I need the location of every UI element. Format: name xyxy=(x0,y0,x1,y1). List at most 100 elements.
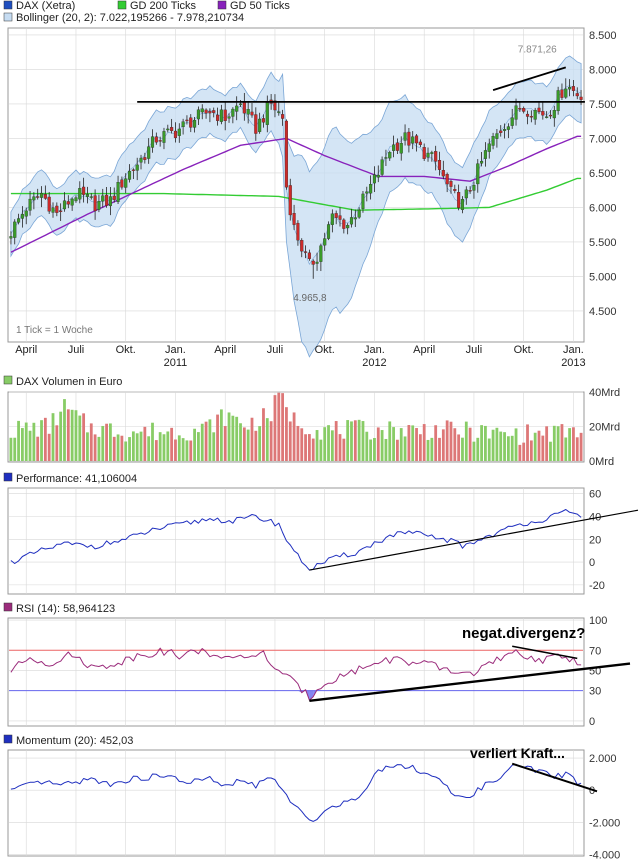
volume-bar xyxy=(552,425,556,461)
candle-body xyxy=(361,193,365,209)
candle-body xyxy=(242,101,246,114)
volume-bar xyxy=(93,434,97,461)
volume-bar xyxy=(112,436,116,461)
volume-bar xyxy=(166,431,170,461)
volume-bar xyxy=(330,430,334,461)
candle-body xyxy=(20,214,24,219)
volume-bar xyxy=(181,438,185,461)
candle-body xyxy=(300,240,304,252)
legend-label-volume: DAX Volumen in Euro xyxy=(16,376,122,388)
gd50-line xyxy=(10,135,582,253)
momentum-trendline xyxy=(511,762,598,793)
volume-bar xyxy=(101,425,105,461)
volume-bar xyxy=(304,434,307,461)
volume-bar xyxy=(468,427,472,461)
candle-body xyxy=(457,192,461,208)
volume-bar xyxy=(285,407,288,461)
candle-body xyxy=(85,194,89,197)
legend-swatch-gd50 xyxy=(217,0,227,10)
volume-bar xyxy=(32,422,36,461)
candle-body xyxy=(273,100,277,111)
volume-bar xyxy=(568,428,572,461)
rsi-line xyxy=(9,645,631,702)
candle-body xyxy=(357,209,361,218)
volume-bar xyxy=(392,427,395,461)
volume-tick-label: 0Mrd xyxy=(589,456,614,468)
candle-body xyxy=(154,136,158,143)
x-month-label: Juli xyxy=(466,344,483,356)
candle-body xyxy=(246,109,250,115)
candle-body xyxy=(414,135,419,144)
candle-body xyxy=(219,109,223,122)
candle-body xyxy=(78,188,82,200)
candle-body xyxy=(315,261,319,264)
volume-bar xyxy=(185,440,189,461)
candle-body xyxy=(407,131,411,146)
candle-body xyxy=(62,200,67,210)
volume-bar xyxy=(277,392,281,461)
candle-body xyxy=(131,169,135,171)
candle-body xyxy=(28,198,32,211)
candle-body xyxy=(349,217,354,225)
volume-bar xyxy=(200,423,204,461)
legend-label-dax: DAX (Xetra) xyxy=(16,0,75,12)
volume-bar xyxy=(411,425,415,461)
volume-bar xyxy=(40,420,43,461)
candle-body xyxy=(212,110,216,113)
volume-bar xyxy=(162,434,166,461)
volume-bar xyxy=(9,437,13,461)
price-overlay-lines xyxy=(137,66,585,103)
candle-body xyxy=(139,157,143,163)
candle-body xyxy=(323,238,327,246)
legend-swatch-dax xyxy=(3,0,13,10)
volume-bar xyxy=(131,431,135,461)
price-tick-label: 4.500 xyxy=(589,306,617,318)
volume-bar xyxy=(219,409,223,461)
candle-body xyxy=(506,126,510,130)
volume-bar xyxy=(426,439,430,461)
volume-bar xyxy=(151,422,154,461)
price-tick-label: 7.500 xyxy=(589,99,617,111)
volume-bar xyxy=(350,421,353,461)
volume-bar xyxy=(457,434,461,461)
candle-body xyxy=(277,111,281,113)
candle-body xyxy=(258,118,262,132)
candle-body xyxy=(227,116,231,119)
candle-body xyxy=(254,114,258,134)
candle-body xyxy=(437,160,442,170)
momentum-annotation: verliert Kraft... xyxy=(470,745,565,761)
volume-bar xyxy=(510,435,514,461)
volume-bar xyxy=(227,412,231,461)
candle-body xyxy=(392,144,396,151)
momentum-tick-label: -4.000 xyxy=(589,849,620,861)
candle-body xyxy=(330,213,334,225)
volume-bar xyxy=(487,438,491,461)
candle-body xyxy=(231,108,235,117)
volume-bar xyxy=(388,421,392,461)
candle-body xyxy=(568,86,572,90)
candle-body xyxy=(319,245,323,262)
candle-body xyxy=(189,117,193,128)
volume-bar xyxy=(438,437,441,461)
candle-body xyxy=(403,132,407,141)
candle-body xyxy=(380,159,384,175)
performance-trendline xyxy=(309,509,639,571)
legend-label-gd200: GD 200 Ticks xyxy=(130,0,197,12)
volume-bar xyxy=(269,421,273,461)
x-month-label: Juli xyxy=(267,344,284,356)
candle-body xyxy=(541,111,545,116)
candle-body xyxy=(208,111,212,114)
volume-bar xyxy=(51,413,55,461)
volume-bar xyxy=(518,444,522,461)
volume-bar xyxy=(396,439,399,461)
volume-axis-ticks: 40Mrd 20Mrd 0Mrd xyxy=(589,387,620,468)
x-month-label: Okt. xyxy=(514,344,534,356)
volume-bar xyxy=(13,437,17,461)
candle-body xyxy=(70,198,74,206)
volume-bar xyxy=(537,430,541,461)
volume-bar xyxy=(55,425,59,461)
volume-bar xyxy=(292,412,296,461)
candle-body xyxy=(418,141,422,145)
tick-note: 1 Tick = 1 Woche xyxy=(16,325,93,336)
